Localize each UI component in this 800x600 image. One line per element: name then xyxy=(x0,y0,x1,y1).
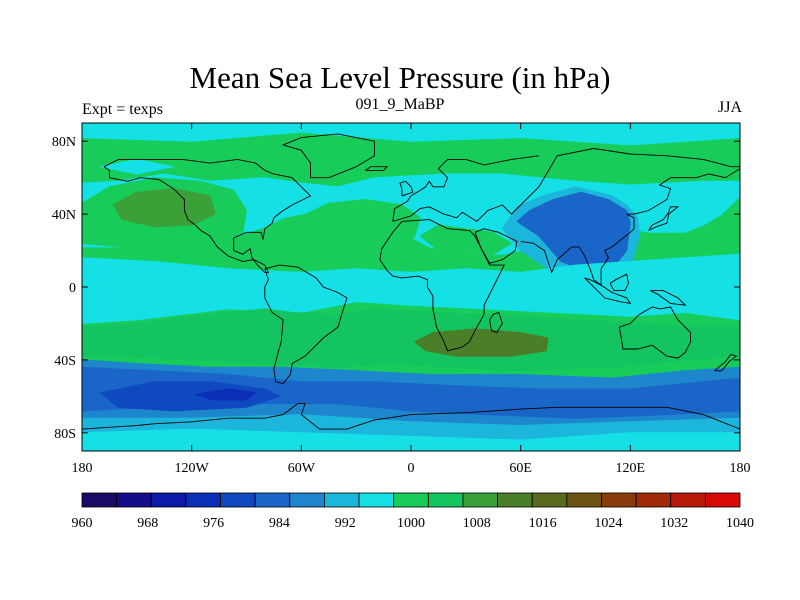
coastline-11 xyxy=(650,290,687,306)
chart-title: Mean Sea Level Pressure (in hPa) xyxy=(189,60,611,95)
colorbar-label-3: 984 xyxy=(269,516,290,531)
x-axis: 180 120W 60W 0 60E 120E 180 xyxy=(72,123,751,476)
coastline-15 xyxy=(399,180,414,197)
coastlines xyxy=(82,133,740,430)
colorbar-box-0 xyxy=(81,492,118,508)
colorbar-label-7: 1016 xyxy=(529,516,557,531)
colorbar-box-3 xyxy=(185,492,221,508)
colorbar-box-1 xyxy=(116,492,152,508)
coastline-5 xyxy=(379,219,505,352)
colorbar-box-16 xyxy=(635,492,672,508)
field-asian-low-core-0 xyxy=(516,191,631,273)
chart-subtitle: 091_9_MaBP xyxy=(355,96,445,113)
colorbar-box-7 xyxy=(324,492,360,508)
field-arctic-low-0 xyxy=(82,123,740,146)
coastline-2 xyxy=(281,133,375,179)
x-tick-label-3: 0 xyxy=(408,461,415,476)
colorbar-label-8: 1024 xyxy=(594,516,622,531)
coastline-13 xyxy=(714,353,738,372)
colorbar-label-1: 968 xyxy=(137,516,158,531)
colorbar-box-14 xyxy=(566,492,602,508)
colorbar-box-18 xyxy=(704,492,741,508)
colorbar-box-9 xyxy=(393,492,429,508)
x-tick-label-0: 180 xyxy=(72,461,93,476)
colorbar-label-4: 992 xyxy=(335,516,356,531)
field-tropical-belt-0 xyxy=(82,253,740,324)
field-antarctic-interior-0 xyxy=(82,428,740,451)
field-southern-ocean-2-0 xyxy=(82,366,740,419)
coastline-7 xyxy=(489,311,503,334)
coastline-3 xyxy=(392,148,740,222)
colorbar-label-5: 1000 xyxy=(397,516,425,531)
colorbar-label-10: 1040 xyxy=(726,516,754,531)
colorbar-box-12 xyxy=(497,492,533,508)
field-amundsen-low-0 xyxy=(99,381,280,412)
experiment-label: Expt = texps xyxy=(82,101,164,118)
y-tick-label-1: 40N xyxy=(52,208,76,223)
x-tick-label-5: 120E xyxy=(616,461,646,476)
y-tick-label-0: 80N xyxy=(52,135,76,150)
field-pacific-high-core-0 xyxy=(112,188,216,228)
coastline-4 xyxy=(392,155,539,222)
coastline-14 xyxy=(648,206,680,231)
field-sh-high-core-0 xyxy=(414,328,549,357)
colorbar-label-2: 976 xyxy=(203,516,224,531)
coastline-17 xyxy=(82,403,740,430)
colorbar-label-6: 1008 xyxy=(463,516,491,531)
coastline-16 xyxy=(365,166,389,171)
field-amundsen-core-0 xyxy=(194,388,257,401)
colorbar-label-0: 960 xyxy=(72,516,93,531)
x-tick-label-6: 180 xyxy=(730,461,751,476)
colorbar-box-8 xyxy=(358,492,395,508)
coastline-6 xyxy=(474,228,518,264)
pressure-fields xyxy=(82,123,740,451)
colorbar-box-10 xyxy=(427,492,464,508)
colorbar-box-5 xyxy=(254,492,291,508)
coastline-8 xyxy=(520,168,740,287)
coastline-10 xyxy=(609,273,629,292)
coastline-9 xyxy=(584,277,632,305)
coastline-0 xyxy=(103,158,312,273)
field-arctic-low-1 xyxy=(99,158,174,175)
colorbar-label-9: 1032 xyxy=(660,516,688,531)
season-label: JJA xyxy=(717,99,742,116)
y-axis: 80N 40N 0 40S 80S xyxy=(52,135,740,442)
y-tick-label-4: 80S xyxy=(54,427,76,442)
colorbar-box-15 xyxy=(601,492,637,508)
colorbar-box-6 xyxy=(289,492,325,508)
x-tick-label-2: 60W xyxy=(288,461,316,476)
coastline-12 xyxy=(618,306,692,359)
colorbar-box-2 xyxy=(150,492,187,508)
colorbar-box-17 xyxy=(670,492,706,508)
x-tick-label-4: 60E xyxy=(509,461,532,476)
field-sh-highs-green-0 xyxy=(82,308,740,372)
coastline-1 xyxy=(264,264,348,385)
y-tick-label-2: 0 xyxy=(69,281,76,296)
x-tick-label-1: 120W xyxy=(175,461,210,476)
field-azores-high-1 xyxy=(419,224,512,255)
y-tick-label-3: 40S xyxy=(54,354,76,369)
colorbar-box-13 xyxy=(531,492,568,508)
colorbar: 960 968 976 984 992 1000 1008 1016 1024 1032 1040 xyxy=(72,492,754,531)
colorbar-box-11 xyxy=(462,492,498,508)
colorbar-box-4 xyxy=(220,492,256,508)
